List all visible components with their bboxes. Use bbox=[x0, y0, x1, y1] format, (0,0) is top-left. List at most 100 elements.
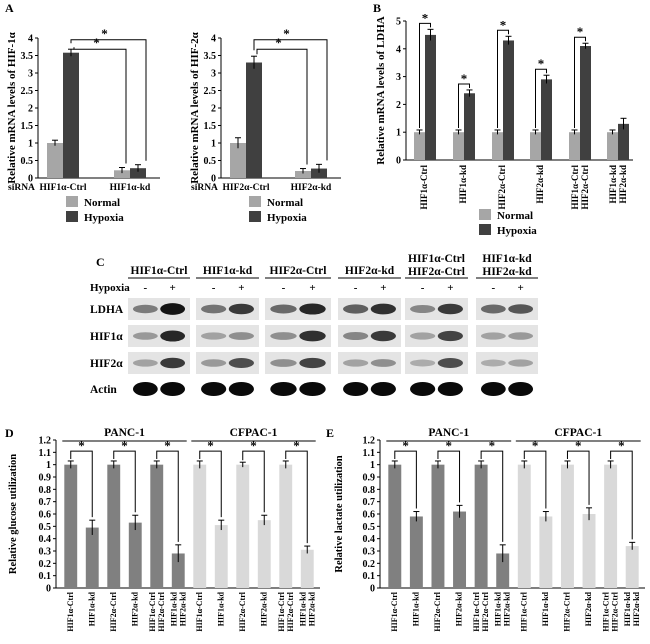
x-tick-label-line: HIF2α-Ctrl bbox=[580, 165, 590, 210]
x-tick-label: HIF2α-Ctrl bbox=[109, 591, 118, 631]
blot-band bbox=[132, 304, 158, 314]
legend-swatch-normal bbox=[479, 209, 491, 220]
blot-column-label-line: HIF1α-Ctrl bbox=[408, 253, 465, 265]
blot-band bbox=[508, 332, 534, 340]
y-tick-label: 0.2 bbox=[39, 559, 52, 570]
blot-strip bbox=[128, 325, 190, 347]
blot-band bbox=[437, 330, 463, 342]
bar bbox=[236, 464, 250, 588]
sig-star: * bbox=[275, 35, 282, 50]
x-tick-label: HIF1α-CtrlHIF2α-Ctrl bbox=[277, 591, 295, 631]
sig-star: * bbox=[93, 35, 100, 50]
blot-band bbox=[480, 332, 506, 340]
blot-column-label: HIF2α-kd bbox=[345, 265, 395, 277]
bar bbox=[409, 516, 423, 588]
x-tick-label: HIF2α-Ctrl bbox=[497, 165, 507, 210]
blot-band bbox=[270, 332, 297, 340]
sig-star: * bbox=[293, 438, 300, 453]
sig-bracket bbox=[70, 450, 93, 518]
blot-band bbox=[437, 303, 463, 315]
blot-band bbox=[508, 359, 534, 367]
sig-bracket bbox=[73, 47, 127, 164]
x-tick-label: HIF1α-Ctrl bbox=[195, 591, 204, 631]
y-tick-label: 0.5 bbox=[39, 522, 52, 533]
hypoxia-minus: - bbox=[212, 282, 216, 294]
y-tick-label: 5 bbox=[396, 17, 401, 28]
x-tick-label: HIF1α-kdHIF2α-kd bbox=[608, 165, 628, 204]
x-tick-label: HIF1α-kd bbox=[541, 591, 550, 626]
y-tick-label: 0.8 bbox=[363, 485, 376, 496]
blot-column-label: HIF2α-Ctrl bbox=[270, 265, 327, 277]
x-tick-label: HIF2α-kd bbox=[291, 183, 332, 193]
bar bbox=[279, 464, 293, 588]
blot-row-label: LDHA bbox=[90, 304, 124, 316]
sig-star: * bbox=[618, 438, 625, 453]
x-tick-label-line: HIF1α-Ctrl bbox=[472, 591, 481, 631]
blot-strip bbox=[196, 298, 259, 320]
blot-column-label-line: HIF2α-kd bbox=[482, 266, 532, 278]
x-tick-label-line: HIF2α-Ctrl bbox=[611, 591, 620, 631]
y-tick-label: 4 bbox=[28, 34, 33, 45]
x-tick-label: HIF1α-kd bbox=[110, 183, 151, 193]
blot-band bbox=[370, 303, 396, 315]
sig-bracket bbox=[256, 48, 308, 165]
x-tick-label: HIF1α-kd bbox=[458, 165, 468, 204]
y-tick-label: 2.5 bbox=[21, 86, 34, 97]
sig-star: * bbox=[577, 24, 584, 39]
y-tick-label: 0.7 bbox=[39, 497, 52, 508]
blot-band bbox=[480, 304, 506, 314]
panel-letter: A bbox=[5, 1, 14, 15]
x-tick-label: HIF2α-kd bbox=[584, 591, 593, 626]
x-tick-label: HIF1α-kdHIF2α-kd bbox=[623, 591, 641, 626]
group-label: PANC-1 bbox=[428, 427, 469, 439]
group-label: PANC-1 bbox=[104, 427, 145, 439]
y-tick-label: 0.3 bbox=[363, 547, 376, 558]
blot-band bbox=[201, 382, 227, 396]
y-tick-label: 0.2 bbox=[363, 559, 376, 570]
blot-row-label: HIF1α bbox=[90, 331, 123, 343]
y-tick-label: 2.5 bbox=[204, 86, 217, 97]
bar bbox=[431, 464, 445, 588]
y-tick-label: 0.3 bbox=[39, 547, 52, 558]
x-tick-label: HIF1α-kdHIF2α-kd bbox=[169, 591, 187, 626]
sig-star: * bbox=[250, 438, 257, 453]
bar bbox=[414, 132, 425, 160]
blot-strip bbox=[196, 352, 259, 374]
x-tick-label: HIF2α-Ctrl bbox=[433, 591, 442, 631]
blot-strip bbox=[196, 325, 259, 347]
y-tick-label: 1.1 bbox=[363, 448, 376, 459]
blot-band bbox=[228, 382, 254, 396]
y-tick-label: 1 bbox=[370, 460, 375, 471]
blot-band bbox=[299, 330, 326, 342]
x-tick-label-line: HIF1α-Ctrl bbox=[277, 591, 286, 631]
sig-bracket bbox=[566, 450, 590, 505]
blot-strip bbox=[338, 352, 401, 374]
x-tick-label: HIF1α-Ctrl bbox=[419, 165, 429, 210]
blot-band bbox=[132, 332, 158, 340]
sig-star: * bbox=[500, 17, 507, 32]
bar bbox=[295, 171, 311, 178]
bar bbox=[496, 553, 510, 588]
blot-band bbox=[343, 359, 369, 367]
x-tick-label: HIF1α-kd bbox=[411, 591, 420, 626]
sig-star: * bbox=[575, 438, 582, 453]
blot-band bbox=[160, 357, 186, 369]
sig-bracket bbox=[394, 450, 417, 509]
y-tick-label: 2 bbox=[28, 104, 33, 115]
bar bbox=[114, 170, 130, 178]
y-tick-label: 1.2 bbox=[39, 436, 52, 447]
blot-band bbox=[410, 382, 436, 396]
x-tick-label-line: HIF1α-kd bbox=[494, 591, 503, 626]
blot-band bbox=[299, 357, 326, 369]
y-tick-label: 1.1 bbox=[39, 448, 52, 459]
group-label: CFPAC-1 bbox=[230, 427, 278, 439]
blot-strip bbox=[476, 298, 538, 320]
panel-letter: C bbox=[96, 255, 105, 269]
bar bbox=[193, 464, 207, 588]
bar bbox=[257, 520, 271, 588]
x-tick-label: HIF2α-kd bbox=[535, 165, 545, 204]
sig-star: * bbox=[538, 56, 545, 71]
blot-band bbox=[201, 359, 227, 367]
blot-band bbox=[410, 332, 436, 340]
